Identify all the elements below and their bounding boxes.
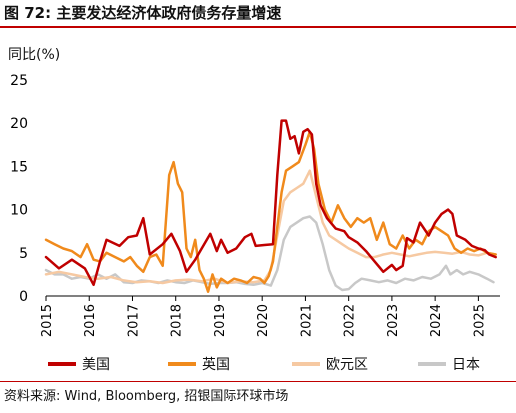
x-axis: 2015 2016 2017 2018 2019 2020 2021 2022 2023 2024… <box>40 295 500 337</box>
y-tick-label: 10 <box>10 203 28 219</box>
x-tick-label: 2021 <box>299 304 314 337</box>
legend-swatch <box>418 362 446 366</box>
legend-swatch <box>168 362 196 366</box>
y-tick-label: 20 <box>10 116 28 132</box>
x-tick-label: 2022 <box>343 304 358 337</box>
legend-item-1: 英国 <box>168 354 230 374</box>
x-tick-label: 2016 <box>83 304 98 337</box>
title-divider <box>0 26 516 28</box>
legend-item-0: 美国 <box>48 354 110 374</box>
x-tick-label: 2025 <box>472 304 487 337</box>
x-tick-label: 2015 <box>40 304 55 337</box>
y-axis-label: 同比(%) <box>8 47 61 63</box>
series-line-2 <box>44 169 497 285</box>
legend-item-3: 日本 <box>418 354 480 374</box>
y-axis-ticks: 0 5 10 15 20 25 <box>10 73 28 305</box>
y-tick-label: 25 <box>10 73 28 89</box>
y-tick-label: 0 <box>19 289 28 305</box>
series-line-3 <box>44 215 495 292</box>
series-line-0 <box>44 119 497 287</box>
legend-label: 日本 <box>452 357 480 373</box>
legend-label: 英国 <box>202 357 230 373</box>
y-tick-label: 5 <box>19 246 28 262</box>
x-tick-label: 2017 <box>126 304 141 337</box>
x-tick-label: 2020 <box>256 304 271 337</box>
x-tick-label: 2019 <box>213 304 228 337</box>
legend-swatch <box>48 362 76 366</box>
x-tick-label: 2023 <box>386 304 401 337</box>
series-line-1 <box>44 130 497 293</box>
legend-label: 欧元区 <box>326 357 368 373</box>
legend-swatch <box>292 362 320 366</box>
legend-item-2: 欧元区 <box>292 354 368 374</box>
x-tick-label: 2018 <box>170 304 185 337</box>
series-lines <box>44 119 497 293</box>
footer-divider <box>0 381 516 382</box>
source-note: 资料来源: Wind, Bloomberg, 招银国际环球市场 <box>4 389 289 404</box>
figure-title: 图 72: 主要发达经济体政府债务存量增速 <box>4 4 282 22</box>
y-tick-label: 15 <box>10 159 28 175</box>
legend: 美国 英国 欧元区 日本 <box>0 354 516 374</box>
x-tick-label: 2024 <box>429 304 444 337</box>
legend-label: 美国 <box>82 357 110 373</box>
